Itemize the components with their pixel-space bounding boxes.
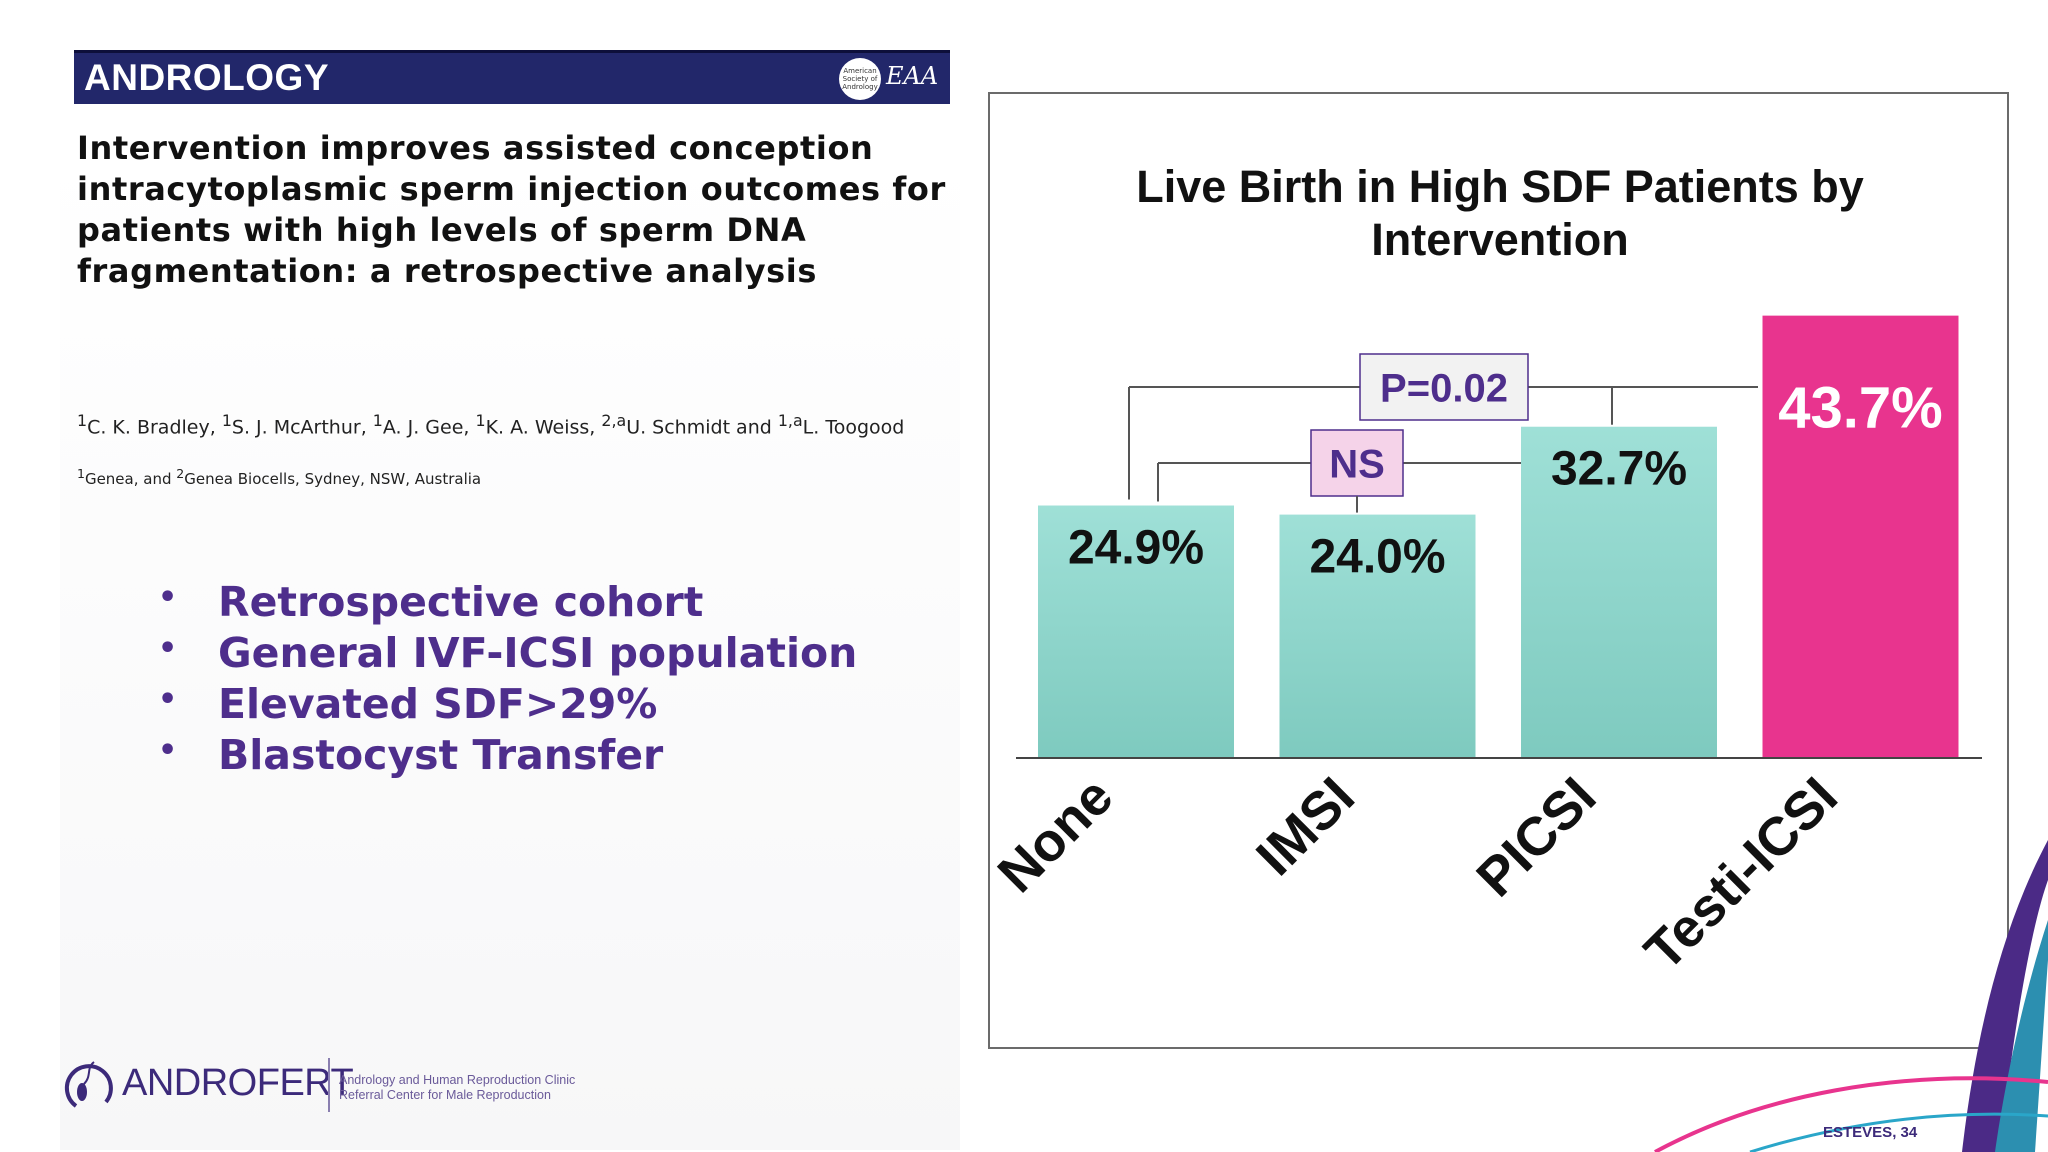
key-point-text: Retrospective cohort: [218, 578, 704, 626]
bullet-icon: •: [158, 682, 178, 717]
bar-none: [1038, 505, 1234, 757]
androfert-logo-icon: [64, 1061, 113, 1108]
comparison-bracket: P=0.02: [1128, 353, 1758, 500]
x-tick-label: None: [987, 766, 1125, 904]
brand-tagline-2: Referral Center for Male Reproduction: [339, 1088, 551, 1102]
bar-testi-icsi: [1762, 315, 1959, 757]
key-point-text: General IVF-ICSI population: [218, 629, 858, 677]
key-point-text: Blastocyst Transfer: [218, 731, 664, 779]
bar-imsi: [1279, 514, 1476, 757]
bar-value-label: 43.7%: [1778, 376, 1942, 441]
comparison-bracket: NS: [1157, 429, 1528, 500]
eaa-logo: EAA: [886, 62, 939, 90]
slide-footer: ESTEVES, 34: [1823, 1124, 1918, 1141]
journal-banner: ANDROLOGY American Society of Andrology …: [74, 50, 950, 104]
chart-title: Live Birth in High SDF Patients by Inter…: [1136, 161, 1864, 265]
asa-seal-text: American Society of Andrology: [842, 67, 878, 91]
brand-tagline-1: Andrology and Human Reproduction Clinic: [339, 1073, 576, 1087]
x-tick-label: PICSI: [1465, 766, 1607, 908]
paper-title: Intervention improves assisted conceptio…: [77, 129, 946, 290]
brand-name: ANDROFERT: [122, 1062, 354, 1104]
bar-value-label: 24.0%: [1309, 531, 1445, 584]
left-panel-background: [60, 150, 960, 1150]
x-tick-label: IMSI: [1245, 766, 1366, 887]
journal-title: ANDROLOGY: [84, 57, 329, 98]
asa-seal-logo: American Society of Andrology: [839, 58, 881, 100]
bar-value-label: 32.7%: [1551, 443, 1687, 496]
bullet-icon: •: [158, 580, 178, 615]
paper-authors: 1C. K. Bradley, 1S. J. McArthur, 1A. J. …: [77, 411, 905, 439]
key-point-text: Elevated SDF>29%: [218, 680, 658, 728]
brand-divider: [328, 1058, 330, 1112]
paper-affiliation: 1Genea, and 2Genea Biocells, Sydney, NSW…: [77, 466, 482, 488]
bar-picsi: [1521, 426, 1717, 757]
comparison-label: NS: [1329, 442, 1385, 486]
decorative-swoosh: [1654, 840, 2048, 1152]
bar-value-label: 24.9%: [1068, 522, 1204, 575]
x-tick-label: Testi-ICSI: [1633, 766, 1849, 982]
bullet-icon: •: [158, 631, 178, 666]
bullet-icon: •: [158, 733, 178, 768]
comparison-label: P=0.02: [1380, 366, 1508, 410]
